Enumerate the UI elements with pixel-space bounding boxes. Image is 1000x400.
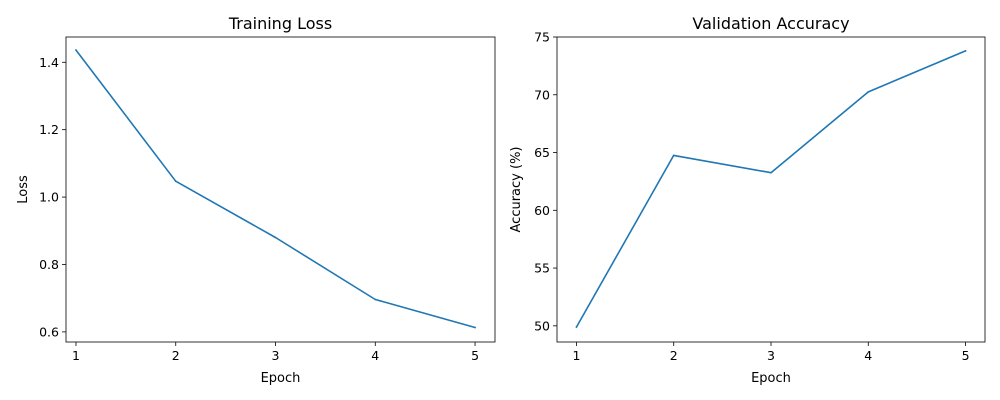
plot-area-frame [65, 36, 496, 343]
y-axis-label: Accuracy (%) [509, 147, 524, 233]
x-tick-label: 5 [471, 348, 479, 363]
x-tick-label: 3 [272, 348, 280, 363]
line-series-group [575, 49, 967, 328]
data-point [575, 326, 578, 328]
y-tick-label: 55 [534, 261, 550, 276]
chart-validation-accuracy: Validation Accuracy Epoch Accuracy (%) 1… [509, 14, 986, 386]
x-tick-label: 3 [767, 348, 775, 363]
x-tick-label: 2 [172, 348, 180, 363]
y-axis-label: Loss [16, 175, 31, 204]
x-tick-label: 4 [371, 348, 379, 363]
data-point [964, 49, 967, 52]
y-tick-label: 1.2 [39, 122, 59, 137]
data-point [174, 180, 177, 183]
chart-title: Validation Accuracy [692, 14, 849, 33]
line-series-group [75, 49, 476, 329]
data-point [374, 298, 377, 301]
tick-group: 1 2 3 4 5 0.6 0.8 1.0 1.2 1.4 [39, 55, 479, 363]
plot-area-frame [556, 36, 986, 343]
y-tick-label: 75 [534, 30, 550, 45]
data-point [770, 171, 772, 174]
y-tick-label: 65 [534, 145, 550, 160]
data-point [672, 154, 675, 157]
y-tick-label: 70 [534, 87, 550, 102]
y-tick-label: 50 [534, 318, 550, 333]
data-point [274, 236, 277, 239]
x-axis-label: Epoch [751, 371, 791, 386]
x-tick-label: 1 [572, 348, 580, 363]
data-point [75, 49, 77, 52]
y-tick-label: 1.0 [39, 190, 59, 205]
y-tick-label: 1.4 [39, 55, 59, 70]
x-tick-label: 4 [864, 348, 872, 363]
x-tick-label: 2 [670, 348, 678, 363]
y-tick-label: 60 [534, 203, 550, 218]
x-tick-label: 5 [962, 348, 970, 363]
y-tick-label: 0.8 [39, 257, 59, 272]
x-tick-label: 1 [72, 348, 80, 363]
data-point [867, 90, 870, 93]
x-axis-label: Epoch [261, 371, 301, 386]
chart-title: Training Loss [228, 14, 332, 33]
data-point [474, 326, 476, 329]
y-tick-label: 0.6 [39, 324, 59, 339]
chart-training-loss: Training Loss Epoch Loss 1 2 3 4 50.60.81.01… [16, 14, 496, 386]
